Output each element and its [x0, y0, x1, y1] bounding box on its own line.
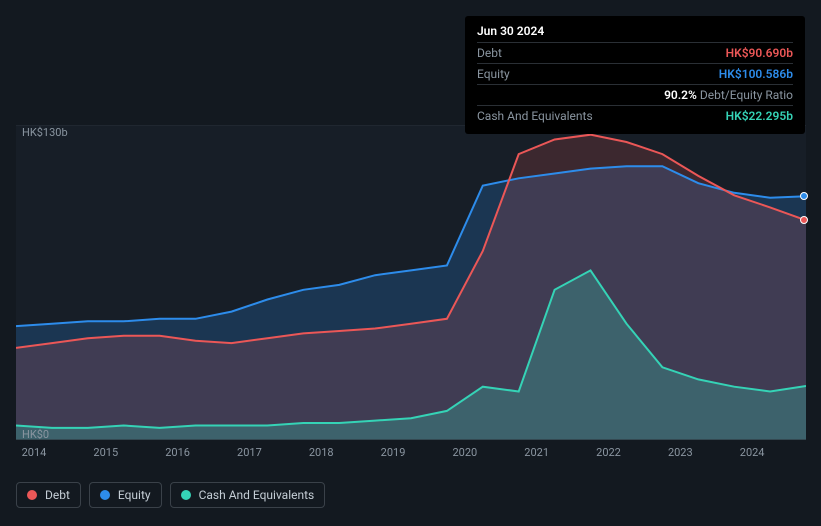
- x-tick-label: 2014: [22, 446, 47, 459]
- x-tick-label: 2022: [596, 446, 621, 459]
- y-axis-max: HK$130b: [22, 126, 68, 139]
- legend-label: Equity: [118, 488, 151, 502]
- x-tick-label: 2018: [309, 446, 334, 459]
- chart-tooltip: Jun 30 2024 Debt HK$90.690b Equity HK$100.5…: [465, 16, 805, 134]
- legend-label: Cash And Equivalents: [199, 488, 315, 502]
- series-end-dot: [800, 192, 808, 200]
- legend-label: Debt: [45, 488, 70, 502]
- x-tick-label: 2019: [381, 446, 406, 459]
- x-tick-label: 2023: [668, 446, 693, 459]
- chart-svg: [16, 125, 806, 440]
- x-tick-label: 2017: [237, 446, 262, 459]
- tooltip-cash-row: Cash And Equivalents HK$22.295b: [477, 105, 793, 126]
- tooltip-row-value: HK$90.690b: [726, 46, 793, 60]
- ratio-text: Debt/Equity Ratio: [700, 88, 793, 102]
- tooltip-cash-label: Cash And Equivalents: [477, 109, 593, 123]
- x-tick-label: 2016: [165, 446, 190, 459]
- x-tick-label: 2024: [740, 446, 765, 459]
- legend-item[interactable]: Equity: [89, 482, 162, 508]
- series-end-dot: [800, 216, 808, 224]
- legend-item[interactable]: Debt: [16, 482, 81, 508]
- tooltip-row-label: Debt: [477, 46, 502, 60]
- tooltip-ratio-row: 90.2% Debt/Equity Ratio: [477, 84, 793, 105]
- chart-area: [16, 125, 806, 440]
- y-axis-min: HK$0: [22, 428, 49, 441]
- tooltip-cash-value: HK$22.295b: [726, 109, 793, 123]
- tooltip-row: Equity HK$100.586b: [477, 63, 793, 84]
- ratio-pct: 90.2%: [664, 88, 697, 102]
- legend-item[interactable]: Cash And Equivalents: [170, 482, 326, 508]
- tooltip-row: Debt HK$90.690b: [477, 42, 793, 63]
- tooltip-row-value: HK$100.586b: [719, 67, 793, 81]
- x-tick-label: 2021: [524, 446, 549, 459]
- legend-dot: [27, 490, 37, 500]
- chart-legend: Debt Equity Cash And Equivalents: [16, 482, 325, 508]
- legend-dot: [181, 490, 191, 500]
- tooltip-date: Jun 30 2024: [477, 24, 793, 42]
- tooltip-row-label: Equity: [477, 67, 510, 81]
- legend-dot: [100, 490, 110, 500]
- x-tick-label: 2020: [452, 446, 477, 459]
- x-tick-label: 2015: [93, 446, 118, 459]
